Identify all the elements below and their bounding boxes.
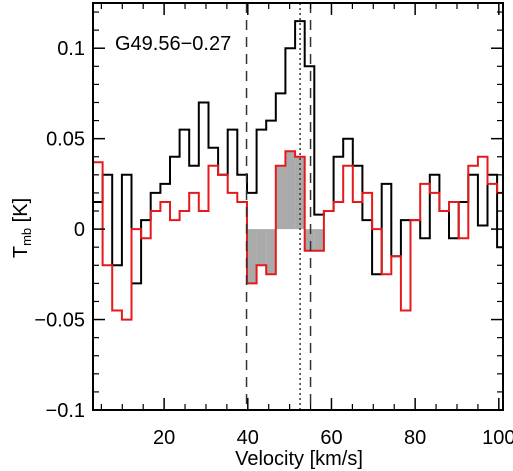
axes-frame <box>92 2 504 411</box>
x-tick-label: 40 <box>237 427 259 449</box>
y-tick-label: −0.1 <box>46 400 85 422</box>
y-tick-label: 0.05 <box>46 129 85 151</box>
y-axis-subscript: mb <box>19 228 34 246</box>
shaded-bin <box>314 229 324 251</box>
x-tick-label: 20 <box>153 427 175 449</box>
shaded-bin <box>285 151 296 230</box>
shaded-bin <box>304 229 315 251</box>
y-axis-unit: [K] <box>10 198 32 228</box>
plot-frame <box>92 2 504 411</box>
x-tick-label: 60 <box>320 427 342 449</box>
shaded-emission-region <box>246 151 324 284</box>
y-axis-title: Tmb [K] <box>10 198 34 258</box>
red-spectrum-line <box>93 150 503 321</box>
tick-labels: 20 40 60 80 100 −0.1 −0.05 0 0.05 0.1 <box>34 38 513 449</box>
shaded-bin <box>295 156 305 230</box>
shaded-bin <box>266 229 276 275</box>
shaded-bin <box>275 165 286 230</box>
x-tick-label: 80 <box>404 427 426 449</box>
axis-ticks <box>93 3 503 411</box>
chart-title: G49.56−0.27 <box>115 33 231 55</box>
spectrum-series <box>93 20 503 321</box>
y-tick-label: 0 <box>74 219 85 241</box>
y-tick-label: 0.1 <box>57 38 85 60</box>
shaded-bin <box>256 229 267 266</box>
y-axis-symbol: T <box>10 246 32 258</box>
x-tick-label: 100 <box>482 427 513 449</box>
shaded-bin <box>246 229 257 284</box>
y-tick-label: −0.05 <box>34 310 85 332</box>
x-axis-title: Velocity [km/s] <box>235 448 363 470</box>
black-spectrum-line <box>93 20 503 285</box>
